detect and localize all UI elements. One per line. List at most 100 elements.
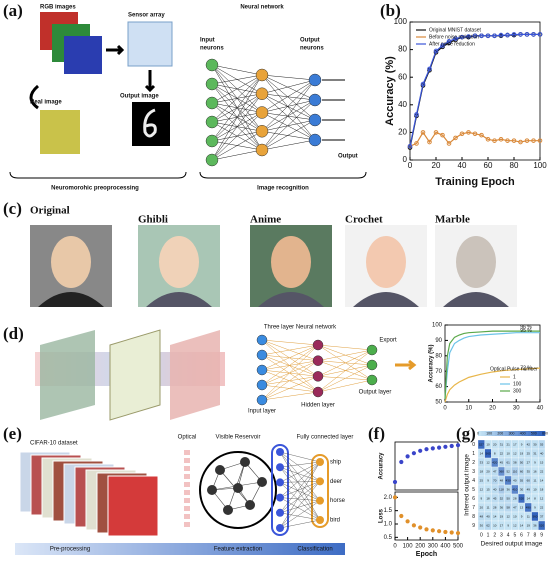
- neuron: [205, 58, 219, 72]
- cell-label: 61: [506, 460, 510, 464]
- x-tick-label: 60: [484, 161, 493, 170]
- point: [449, 443, 454, 449]
- edge: [279, 461, 321, 529]
- reservoir-nodes: [207, 457, 267, 515]
- annotation: 95 %: [520, 328, 532, 334]
- edge: [261, 119, 316, 132]
- photo-label: Marble: [435, 214, 470, 226]
- cell-label: 28: [513, 496, 517, 500]
- y-tick-label: 0.5: [384, 535, 393, 541]
- neuron: [316, 496, 324, 505]
- cell-label: 30: [533, 442, 537, 446]
- x-tick-label: 0: [393, 544, 397, 550]
- label: Input: [200, 38, 215, 44]
- colorbar-tick-label: 100: [486, 431, 492, 435]
- edge: [279, 482, 321, 501]
- label: Neural network: [240, 5, 284, 11]
- edge: [317, 376, 373, 381]
- point: [437, 445, 442, 450]
- fc-network: ship deer horse bird: [276, 448, 346, 532]
- edge: [317, 379, 373, 393]
- x-axis-label: Training Epoch: [435, 176, 515, 188]
- edge: [261, 74, 316, 101]
- cell-label: 11: [533, 478, 536, 482]
- cell-label: 40: [540, 451, 544, 455]
- cell-label: 14: [493, 514, 497, 518]
- edge: [317, 349, 373, 361]
- cell-label: 9: [534, 505, 536, 509]
- point: [424, 527, 429, 532]
- point: [453, 135, 458, 141]
- cell-label: 18: [540, 487, 544, 491]
- edge: [261, 112, 316, 141]
- edge: [211, 74, 263, 142]
- x-tick-label: 300: [428, 544, 439, 550]
- cell-label: 27: [527, 460, 531, 464]
- cell-label: 10: [493, 523, 497, 527]
- edge: [317, 364, 373, 393]
- cell-label: 36: [533, 523, 537, 527]
- point: [518, 32, 523, 37]
- label: Sensor array: [128, 13, 165, 19]
- plot-frame: [394, 441, 459, 491]
- point: [392, 495, 398, 500]
- cell-label: 11: [486, 505, 489, 509]
- edge: [279, 461, 321, 483]
- legend-label: 100: [513, 381, 522, 387]
- point: [455, 530, 461, 536]
- y-tick-label: 80: [398, 45, 407, 54]
- y-tick-label: 40: [398, 100, 407, 109]
- neuron: [256, 394, 268, 406]
- point: [537, 138, 543, 143]
- y-tick-label: 1.0: [384, 522, 393, 528]
- point: [505, 32, 510, 38]
- neuron: [276, 508, 284, 517]
- arrow: [144, 70, 156, 93]
- legend-label: Original MNIST dataset: [429, 27, 481, 33]
- neuron: [308, 133, 322, 147]
- y-tick-label: 2.0: [384, 495, 393, 501]
- cell-label: 22: [540, 469, 544, 473]
- cell-label: 58: [506, 505, 510, 509]
- cell-label: 50: [506, 496, 510, 500]
- point: [449, 530, 454, 535]
- series-line: [444, 332, 540, 399]
- y-tick-label: 1.5: [384, 508, 393, 514]
- cell-label: 17: [513, 442, 517, 446]
- point: [411, 523, 416, 528]
- x-tick-label: 3: [500, 532, 503, 538]
- edge: [261, 369, 319, 377]
- point: [446, 39, 452, 44]
- y-axis-label: Loss: [379, 508, 385, 523]
- point: [433, 48, 439, 54]
- cell-label: 8: [534, 496, 536, 500]
- point: [424, 447, 429, 452]
- colorbar: [511, 431, 516, 436]
- label: neurons: [300, 46, 324, 52]
- neuron: [366, 359, 378, 371]
- edge: [279, 497, 321, 501]
- cell-label: 12: [513, 451, 517, 455]
- cell-label: 18: [480, 469, 484, 473]
- edge: [261, 93, 316, 101]
- body: [443, 292, 509, 307]
- cell-label: 25: [527, 451, 531, 455]
- cell-label: 28: [493, 505, 497, 509]
- point: [524, 32, 530, 37]
- edge: [261, 339, 319, 361]
- legend-title: Optical Pulse number: [490, 366, 538, 372]
- edge: [279, 451, 321, 501]
- edge: [279, 451, 321, 482]
- point: [531, 32, 536, 37]
- network: [256, 334, 378, 406]
- cell-label: 45: [500, 460, 504, 464]
- point: [537, 32, 543, 37]
- cell-label: 42: [527, 442, 531, 446]
- edge: [317, 349, 373, 393]
- point: [479, 33, 484, 39]
- y-axis-label: Inferred output image: [464, 454, 471, 516]
- colorbar: [518, 431, 522, 436]
- cell-label: 14: [527, 496, 531, 500]
- cell-label: 9: [521, 514, 523, 518]
- node: [207, 485, 217, 495]
